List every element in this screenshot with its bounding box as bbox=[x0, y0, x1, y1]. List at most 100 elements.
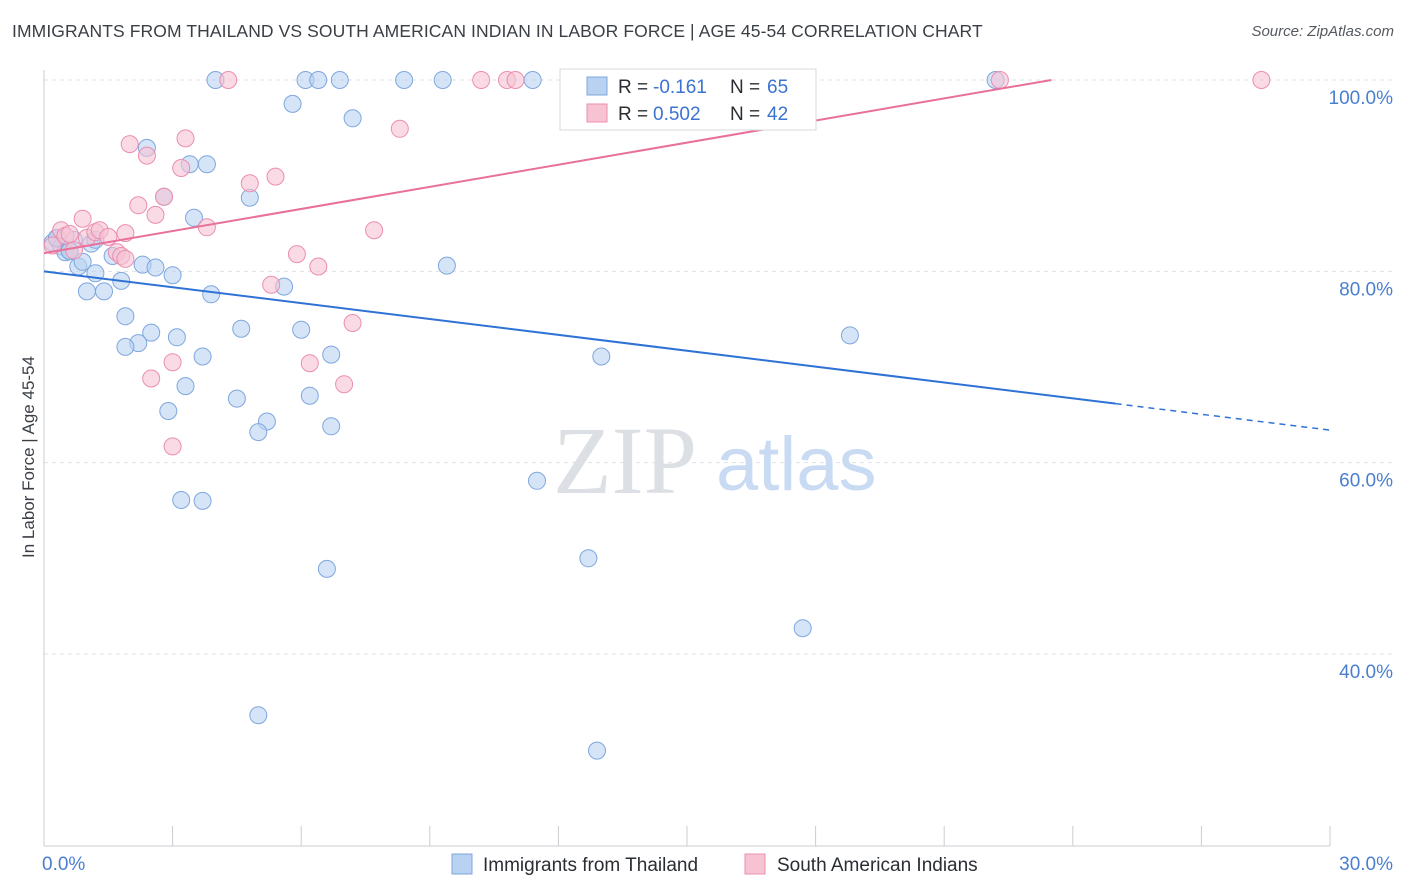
sai-point-3 bbox=[65, 241, 83, 260]
watermark-zip: ZIP bbox=[553, 407, 697, 514]
sai-point-41 bbox=[116, 249, 135, 268]
bottom-legend-label-blue: Immigrants from Thailand bbox=[483, 855, 698, 876]
trendlines bbox=[43, 79, 1331, 431]
series-thailand-points bbox=[43, 71, 1005, 760]
legend-swatch-pink bbox=[586, 103, 608, 123]
x-ticks bbox=[43, 826, 1331, 846]
sai-point-15 bbox=[146, 205, 165, 224]
legend-r-value-1: -0.161 bbox=[653, 77, 707, 98]
thailand-trendline-extension bbox=[1115, 402, 1331, 431]
bottom-legend-swatch-blue bbox=[451, 853, 473, 875]
thailand-point-46 bbox=[309, 71, 328, 89]
sai-point-14 bbox=[137, 146, 156, 165]
sai-point-16 bbox=[176, 129, 195, 148]
thailand-point-10 bbox=[77, 282, 96, 301]
thailand-point-52 bbox=[283, 94, 302, 113]
thailand-point-57 bbox=[579, 549, 598, 568]
sai-point-23 bbox=[287, 245, 306, 264]
thailand-point-61 bbox=[588, 741, 606, 760]
thailand-point-53 bbox=[343, 109, 362, 128]
legend-n-value-2: 42 bbox=[767, 104, 788, 125]
sai-point-12 bbox=[129, 196, 148, 215]
x-tick-label-1: 30.0% bbox=[1339, 854, 1393, 875]
legend-swatch-blue bbox=[586, 76, 608, 96]
legend-n-value-1: 65 bbox=[767, 77, 788, 98]
series-legend: Immigrants from Thailand South American … bbox=[451, 853, 978, 876]
sai-point-29 bbox=[335, 375, 354, 394]
series-south-american-indians-points bbox=[43, 71, 1271, 456]
thailand-point-37 bbox=[300, 386, 319, 405]
x-tick-labels: 0.0% 30.0% bbox=[42, 854, 1393, 875]
x-tick-label-0: 0.0% bbox=[42, 854, 85, 875]
sai-point-20 bbox=[240, 174, 259, 193]
sai-point-4 bbox=[73, 209, 92, 228]
thailand-point-40 bbox=[159, 402, 178, 420]
thailand-point-24 bbox=[142, 323, 161, 342]
thailand-point-56 bbox=[528, 471, 546, 490]
thailand-point-16 bbox=[163, 266, 182, 285]
thailand-point-42 bbox=[193, 491, 212, 510]
sai-point-13 bbox=[120, 135, 139, 154]
thailand-point-18 bbox=[197, 155, 216, 174]
sai-point-33 bbox=[219, 71, 238, 89]
chart-source: Source: ZipAtlas.com bbox=[1251, 23, 1394, 40]
sai-point-24 bbox=[309, 257, 328, 276]
thailand-point-49 bbox=[433, 71, 452, 89]
thailand-point-39 bbox=[322, 417, 341, 436]
thailand-point-33 bbox=[322, 345, 341, 364]
thailand-point-55 bbox=[592, 347, 611, 366]
legend-r-label-2: R = bbox=[618, 104, 648, 125]
y-tick-label-1: 80.0% bbox=[1339, 279, 1393, 300]
sai-point-28 bbox=[343, 314, 362, 332]
y-tick-label-0: 100.0% bbox=[1329, 88, 1394, 109]
thailand-point-41 bbox=[172, 491, 191, 509]
thailand-point-50 bbox=[523, 71, 542, 89]
sai-point-36 bbox=[506, 71, 525, 89]
thailand-point-54 bbox=[437, 256, 456, 275]
sai-point-18 bbox=[155, 187, 173, 206]
sai-point-31 bbox=[142, 369, 161, 388]
sai-point-19 bbox=[197, 218, 216, 237]
thailand-point-29 bbox=[232, 319, 251, 338]
sai-point-11 bbox=[116, 224, 135, 243]
y-tick-label-3: 40.0% bbox=[1339, 662, 1393, 683]
thailand-point-32 bbox=[292, 320, 311, 339]
sai-point-30 bbox=[163, 353, 182, 372]
thailand-point-47 bbox=[330, 71, 349, 89]
bottom-legend-swatch-pink bbox=[744, 853, 766, 875]
thailand-point-48 bbox=[395, 71, 414, 89]
y-axis-label: In Labor Force | Age 45-54 bbox=[19, 356, 38, 558]
thailand-point-15 bbox=[146, 258, 165, 277]
thailand-point-34 bbox=[176, 377, 195, 396]
chart-title: IMMIGRANTS FROM THAILAND VS SOUTH AMERIC… bbox=[12, 21, 983, 41]
sai-point-39 bbox=[1252, 71, 1271, 89]
thailand-point-28 bbox=[193, 347, 212, 366]
thailand-trendline bbox=[43, 270, 1116, 405]
thailand-point-23 bbox=[116, 307, 135, 326]
legend-r-value-2: 0.502 bbox=[653, 104, 701, 125]
thailand-point-38 bbox=[249, 423, 268, 442]
bottom-legend-label-pink: South American Indians bbox=[777, 855, 978, 876]
watermark-atlas: atlas bbox=[716, 422, 877, 507]
sai-point-27 bbox=[300, 354, 319, 373]
thailand-point-43 bbox=[317, 559, 336, 578]
sai-point-38 bbox=[990, 71, 1009, 89]
legend-n-label-1: N = bbox=[730, 77, 760, 98]
legend-n-label-2: N = bbox=[730, 104, 760, 125]
thailand-point-60 bbox=[249, 706, 268, 725]
legend-r-label-1: R = bbox=[618, 77, 648, 98]
sai-point-26 bbox=[390, 119, 409, 138]
thailand-point-17 bbox=[185, 208, 203, 227]
gridlines bbox=[44, 79, 1392, 655]
sai-point-25 bbox=[365, 221, 384, 240]
sai-point-22 bbox=[262, 275, 281, 294]
sai-point-34 bbox=[472, 71, 491, 89]
correlation-legend: R = -0.161 N = 65 R = 0.502 N = 42 bbox=[559, 68, 817, 131]
y-ticks: 100.0% 80.0% 60.0% 40.0% bbox=[1329, 88, 1394, 683]
sai-point-21 bbox=[266, 167, 285, 186]
thailand-point-12 bbox=[95, 282, 113, 301]
watermark: ZIP atlas bbox=[553, 407, 877, 514]
sai-point-0 bbox=[43, 236, 62, 255]
sai-point-40 bbox=[60, 225, 79, 243]
